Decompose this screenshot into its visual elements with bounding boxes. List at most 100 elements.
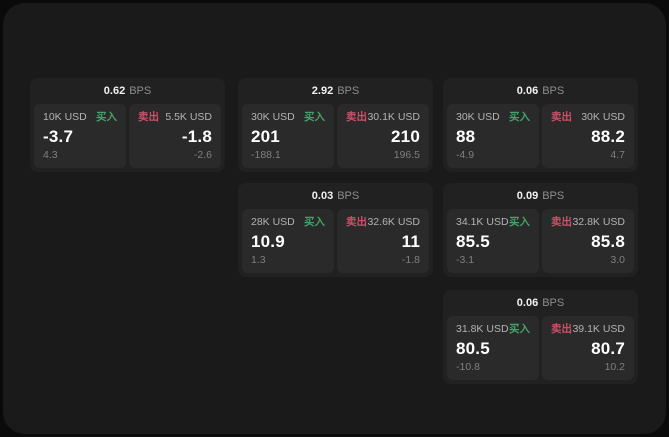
buy-amount: 34.1K USD — [456, 216, 509, 228]
buy-tile-header: 31.8K USD 买入 — [456, 323, 530, 335]
bps-value: 0.03 — [311, 190, 334, 202]
buy-tile[interactable]: 30K USD 买入 88 -4.9 — [447, 104, 539, 168]
buy-amount: 30K USD — [251, 111, 295, 123]
sell-tile[interactable]: 卖出 30K USD 88.2 4.7 — [542, 104, 634, 168]
sell-price: 11 — [401, 232, 420, 251]
sell-label: 卖出 — [551, 216, 572, 228]
bps-header: 2.92 BPS — [238, 78, 433, 104]
buy-amount: 30K USD — [456, 111, 500, 123]
sell-price: 210 — [391, 127, 420, 146]
sell-sub-value: 196.5 — [393, 149, 420, 161]
bps-unit-label: BPS — [337, 190, 360, 202]
sell-price: 85.8 — [591, 232, 625, 251]
bps-unit-label: BPS — [542, 85, 565, 97]
sell-label: 卖出 — [551, 323, 572, 335]
bps-unit-label: BPS — [129, 85, 152, 97]
buy-tile-header: 34.1K USD 买入 — [456, 216, 530, 228]
quote-body: 10K USD 买入 -3.7 4.3 卖出 5.5K USD -1.8 -2.… — [30, 104, 225, 172]
sell-label: 卖出 — [346, 111, 367, 123]
sell-sub-value: -1.8 — [401, 254, 420, 266]
quote-card: 0.09 BPS 34.1K USD 买入 85.5 -3.1 卖出 32.8K… — [443, 183, 638, 277]
quote-body: 30K USD 买入 201 -188.1 卖出 30.1K USD 210 1… — [238, 104, 433, 172]
buy-label: 买入 — [304, 111, 325, 123]
bps-header: 0.03 BPS — [238, 183, 433, 209]
bps-unit-label: BPS — [337, 85, 360, 97]
buy-tile[interactable]: 31.8K USD 买入 80.5 -10.8 — [447, 316, 539, 380]
sell-tile-header: 卖出 32.6K USD — [346, 216, 420, 228]
bps-header: 0.62 BPS — [30, 78, 225, 104]
buy-sub-value: 1.3 — [251, 254, 266, 266]
buy-label: 买入 — [509, 323, 530, 335]
buy-price: 80.5 — [456, 339, 490, 358]
sell-tile-header: 卖出 32.8K USD — [551, 216, 625, 228]
sell-label: 卖出 — [551, 111, 572, 123]
buy-price: 85.5 — [456, 232, 490, 251]
sell-tile[interactable]: 卖出 32.8K USD 85.8 3.0 — [542, 209, 634, 273]
buy-sub-value: -3.1 — [456, 254, 475, 266]
sell-label: 卖出 — [346, 216, 367, 228]
sell-sub-value: 3.0 — [610, 254, 625, 266]
bps-value: 0.09 — [516, 190, 539, 202]
sell-label: 卖出 — [138, 111, 159, 123]
buy-label: 买入 — [509, 111, 530, 123]
sell-price: 80.7 — [591, 339, 625, 358]
buy-tile[interactable]: 10K USD 买入 -3.7 4.3 — [34, 104, 126, 168]
sell-price: 88.2 — [591, 127, 625, 146]
quote-card: 0.03 BPS 28K USD 买入 10.9 1.3 卖出 32.6K US… — [238, 183, 433, 277]
sell-sub-value: 4.7 — [610, 149, 625, 161]
buy-price: -3.7 — [43, 127, 74, 146]
buy-price: 201 — [251, 127, 280, 146]
sell-tile-header: 卖出 30K USD — [551, 111, 625, 123]
sell-tile-header: 卖出 5.5K USD — [138, 111, 212, 123]
sell-amount: 39.1K USD — [572, 323, 625, 335]
buy-tile-header: 30K USD 买入 — [251, 111, 325, 123]
sell-amount: 30K USD — [581, 111, 625, 123]
buy-sub-value: -4.9 — [456, 149, 475, 161]
bps-value: 0.62 — [103, 85, 126, 97]
buy-tile-header: 28K USD 买入 — [251, 216, 325, 228]
bps-header: 0.06 BPS — [443, 290, 638, 316]
bps-value: 0.06 — [516, 297, 539, 309]
quote-body: 31.8K USD 买入 80.5 -10.8 卖出 39.1K USD 80.… — [443, 316, 638, 384]
buy-label: 买入 — [304, 216, 325, 228]
sell-tile[interactable]: 卖出 30.1K USD 210 196.5 — [337, 104, 429, 168]
sell-amount: 32.6K USD — [367, 216, 420, 228]
quote-card: 2.92 BPS 30K USD 买入 201 -188.1 卖出 30.1K … — [238, 78, 433, 172]
buy-tile[interactable]: 30K USD 买入 201 -188.1 — [242, 104, 334, 168]
quote-card: 0.62 BPS 10K USD 买入 -3.7 4.3 卖出 5.5K USD… — [30, 78, 225, 172]
buy-sub-value: -10.8 — [456, 361, 480, 373]
quote-body: 34.1K USD 买入 85.5 -3.1 卖出 32.8K USD 85.8… — [443, 209, 638, 277]
sell-tile[interactable]: 卖出 5.5K USD -1.8 -2.6 — [129, 104, 221, 168]
quote-body: 30K USD 买入 88 -4.9 卖出 30K USD 88.2 4.7 — [443, 104, 638, 172]
buy-price: 10.9 — [251, 232, 285, 251]
buy-tile-header: 10K USD 买入 — [43, 111, 117, 123]
sell-tile[interactable]: 卖出 32.6K USD 11 -1.8 — [337, 209, 429, 273]
buy-label: 买入 — [96, 111, 117, 123]
sell-amount: 32.8K USD — [572, 216, 625, 228]
quote-card: 0.06 BPS 31.8K USD 买入 80.5 -10.8 卖出 39.1… — [443, 290, 638, 384]
bps-value: 2.92 — [311, 85, 334, 97]
buy-tile[interactable]: 28K USD 买入 10.9 1.3 — [242, 209, 334, 273]
sell-sub-value: 10.2 — [604, 361, 625, 373]
quote-card: 0.06 BPS 30K USD 买入 88 -4.9 卖出 30K USD 8… — [443, 78, 638, 172]
buy-sub-value: -188.1 — [251, 149, 281, 161]
sell-tile[interactable]: 卖出 39.1K USD 80.7 10.2 — [542, 316, 634, 380]
bps-unit-label: BPS — [542, 297, 565, 309]
sell-tile-header: 卖出 39.1K USD — [551, 323, 625, 335]
buy-label: 买入 — [509, 216, 530, 228]
buy-tile-header: 30K USD 买入 — [456, 111, 530, 123]
buy-amount: 31.8K USD — [456, 323, 509, 335]
bps-value: 0.06 — [516, 85, 539, 97]
sell-amount: 30.1K USD — [367, 111, 420, 123]
bps-header: 0.09 BPS — [443, 183, 638, 209]
buy-tile[interactable]: 34.1K USD 买入 85.5 -3.1 — [447, 209, 539, 273]
quote-body: 28K USD 买入 10.9 1.3 卖出 32.6K USD 11 -1.8 — [238, 209, 433, 277]
sell-tile-header: 卖出 30.1K USD — [346, 111, 420, 123]
bps-unit-label: BPS — [542, 190, 565, 202]
bps-header: 0.06 BPS — [443, 78, 638, 104]
buy-sub-value: 4.3 — [43, 149, 58, 161]
buy-amount: 10K USD — [43, 111, 87, 123]
buy-amount: 28K USD — [251, 216, 295, 228]
sell-price: -1.8 — [181, 127, 212, 146]
sell-amount: 5.5K USD — [165, 111, 212, 123]
